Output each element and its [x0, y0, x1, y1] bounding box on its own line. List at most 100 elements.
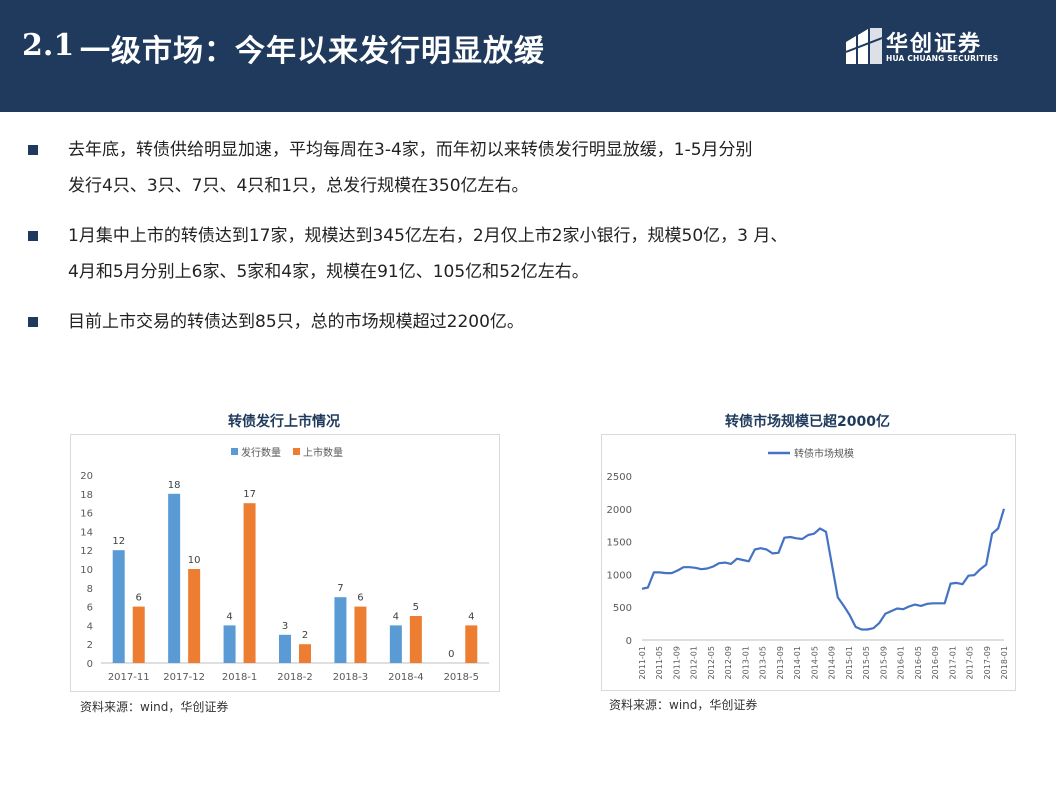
left-chart-source: 资料来源：wind，华创证券: [80, 700, 229, 714]
y-tick-label: 18: [80, 490, 93, 501]
data-label: 17: [243, 489, 256, 500]
data-label: 4: [393, 611, 399, 622]
line-chart: 转债市场规模 0 500 1000 1500 2000 2500 2011-01 2011-05…: [607, 447, 1009, 679]
legend-label: 上市数量: [303, 446, 343, 459]
bar: [279, 634, 291, 663]
right-chart-source: 资料来源：wind，华创证券: [609, 698, 758, 712]
data-label: 18: [168, 480, 181, 491]
y-tick-label: 12: [80, 546, 93, 557]
slide-title: 一级市场：今年以来发行明显放缓: [80, 34, 545, 69]
x-tick-label: 2013-05: [759, 646, 768, 679]
x-tick-label: 2016-01: [897, 646, 906, 679]
logo-text-cn: 华创证券: [886, 32, 983, 57]
y-tick-label: 8: [87, 584, 93, 595]
bar-chart: 发行数量 上市数量 0 2 4 6 8 10 12 14 16 18 20 2017-11 12 6 2017-…: [80, 446, 489, 683]
x-tick-label: 2018-4: [388, 672, 423, 683]
y-tick-label: 20: [80, 471, 93, 482]
bullet-line: 去年底，转债供给明显加速，平均每周在3-4家，而年初以来转债发行明显放缓，1-5…: [68, 140, 753, 160]
bullet-square-icon: [28, 317, 38, 327]
data-label: 7: [337, 583, 343, 594]
data-label: 10: [188, 555, 201, 566]
bar: [465, 625, 478, 663]
x-tick-label: 2013-09: [776, 646, 785, 679]
y-tick-label: 10: [80, 565, 93, 576]
y-tick-label: 4: [87, 621, 93, 632]
data-label: 5: [413, 602, 419, 613]
legend-label: 发行数量: [241, 446, 281, 459]
bar: [299, 644, 311, 663]
x-tick-label: 2018-01: [1000, 646, 1009, 679]
bullet-item: 去年底，转债供给明显加速，平均每周在3-4家，而年初以来转债发行明显放缓，1-5…: [24, 132, 1024, 204]
y-tick-label: 1500: [607, 538, 632, 549]
x-tick-label: 2011-05: [655, 646, 664, 679]
series-line: [641, 508, 1006, 631]
x-tick-label: 2012-09: [724, 646, 733, 679]
bar: [354, 606, 367, 663]
left-chart-frame: 发行数量 上市数量 0 2 4 6 8 10 12 14 16 18 20 2017-11 12 6 2017-…: [70, 434, 500, 692]
x-tick-label: 2017-11: [108, 672, 150, 683]
data-label: 0: [448, 649, 454, 660]
bar: [188, 569, 201, 663]
data-label: 12: [112, 536, 125, 547]
y-tick-label: 1000: [607, 570, 632, 581]
logo-mark-icon: [846, 28, 882, 64]
x-tick-label: 2015-05: [862, 646, 871, 679]
legend-swatch: [293, 448, 300, 455]
x-tick-label: 2018-2: [277, 672, 312, 683]
bullet-item: 1月集中上市的转债达到17家，规模达到345亿左右，2月仅上市2家小银行，规模5…: [24, 218, 1024, 290]
x-tick-label: 2011-01: [638, 646, 647, 679]
x-tick-label: 2011-09: [672, 646, 681, 679]
data-label: 4: [226, 611, 232, 622]
bullet-line: 目前上市交易的转债达到85只，总的市场规模超过2200亿。: [68, 312, 524, 332]
bullet-line: 发行4只、3只、7只、4只和1只，总发行规模在350亿左右。: [68, 176, 529, 196]
right-chart-frame: 转债市场规模 0 500 1000 1500 2000 2500 2011-01 2011-05…: [601, 434, 1016, 691]
bar: [223, 625, 236, 663]
slide-header: 2.1 一级市场：今年以来发行明显放缓 华创证券 HUA CHUANG SECU…: [0, 0, 1056, 112]
data-label: 4: [468, 611, 474, 622]
data-label: 6: [136, 593, 142, 604]
y-tick-label: 16: [80, 509, 93, 520]
x-tick-label: 2016-05: [914, 646, 923, 679]
x-tick-label: 2013-01: [741, 646, 750, 679]
data-label: 3: [282, 621, 288, 632]
y-tick-label: 6: [87, 603, 93, 614]
x-tick-label: 2017-12: [163, 672, 205, 683]
x-tick-label: 2015-09: [879, 646, 888, 679]
bar: [112, 550, 125, 663]
bullet-line: 4月和5月分别上6家、5家和4家，规模在91亿、105亿和52亿左右。: [68, 262, 589, 282]
x-tick-label: 2014-05: [810, 646, 819, 679]
right-chart-title: 转债市场规模已超2000亿: [725, 414, 890, 430]
data-label: 6: [357, 593, 363, 604]
bar: [334, 597, 347, 663]
bullet-item: 目前上市交易的转债达到85只，总的市场规模超过2200亿。: [24, 304, 1024, 340]
bullet-square-icon: [28, 231, 38, 241]
x-tick-label: 2018-3: [333, 672, 368, 683]
data-label: 2: [302, 630, 308, 641]
bar: [409, 616, 422, 663]
bullet-square-icon: [28, 145, 38, 155]
x-tick-label: 2014-09: [828, 646, 837, 679]
bullet-line: 1月集中上市的转债达到17家，规模达到345亿左右，2月仅上市2家小银行，规模5…: [68, 226, 788, 246]
legend-swatch: [231, 448, 238, 455]
logo-text-en: HUA CHUANG SECURITIES: [886, 54, 999, 63]
y-tick-label: 2500: [607, 472, 632, 483]
x-tick-label: 2018-1: [222, 672, 257, 683]
company-logo: 华创证券 HUA CHUANG SECURITIES: [846, 26, 1006, 70]
x-tick-label: 2015-01: [845, 646, 854, 679]
y-tick-label: 14: [80, 527, 93, 538]
bar: [132, 606, 145, 663]
y-tick-label: 2000: [607, 505, 632, 516]
x-tick-label: 2014-01: [793, 646, 802, 679]
bullet-list: 去年底，转债供给明显加速，平均每周在3-4家，而年初以来转债发行明显放缓，1-5…: [24, 132, 1024, 354]
x-tick-label: 2017-09: [983, 646, 992, 679]
y-tick-label: 500: [613, 603, 632, 614]
y-tick-label: 0: [87, 659, 93, 670]
bar: [243, 503, 256, 663]
x-tick-label: 2017-05: [966, 646, 975, 679]
x-tick-label: 2012-05: [707, 646, 716, 679]
bar: [389, 625, 402, 663]
x-tick-label: 2018-5: [444, 672, 479, 683]
x-tick-label: 2016-09: [931, 646, 940, 679]
bar: [168, 493, 181, 663]
section-number: 2.1: [22, 28, 75, 63]
